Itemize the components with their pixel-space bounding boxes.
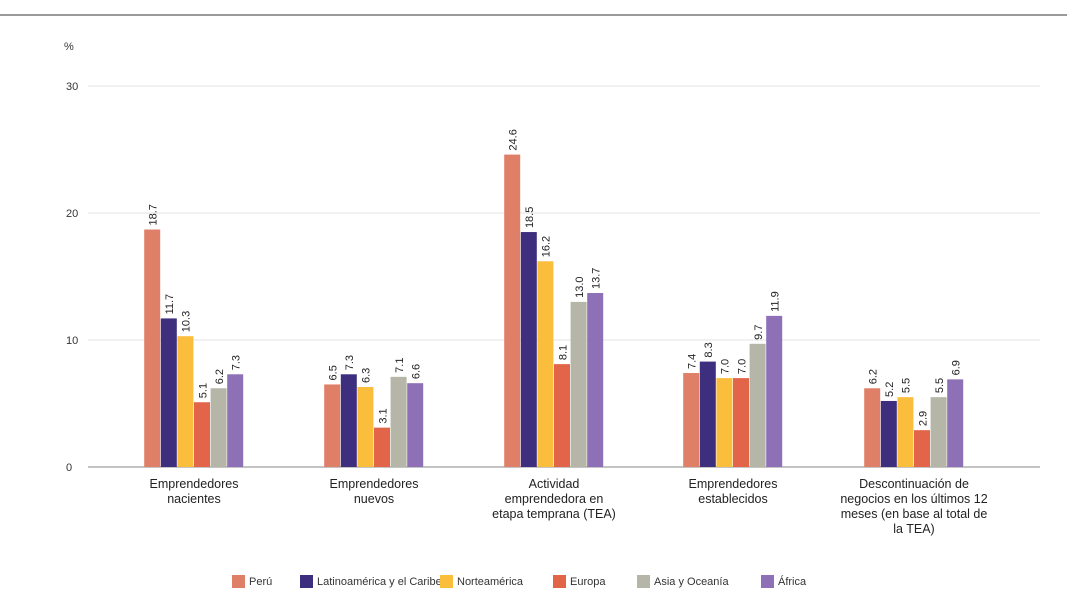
legend-label: África: [778, 575, 807, 588]
x-category-label-line: Emprendedores: [150, 477, 239, 491]
data-label: 11.7: [164, 294, 176, 315]
data-label: 9.7: [753, 325, 765, 340]
data-label: 18.7: [148, 204, 160, 225]
bar: [947, 379, 964, 467]
data-label: 24.6: [508, 129, 520, 150]
y-tick-label: 0: [66, 462, 72, 474]
x-category-label-line: Emprendedores: [689, 477, 778, 491]
data-label: 6.6: [411, 364, 423, 379]
bar: [324, 384, 341, 467]
y-unit-label: %: [64, 41, 74, 53]
bar: [914, 430, 930, 467]
x-category-label: Descontinuación de negocios en los último…: [840, 477, 987, 536]
bar: [587, 293, 604, 467]
bar: [570, 301, 587, 467]
bar: [194, 402, 210, 467]
x-category-label-line: Emprendedores: [330, 477, 419, 491]
data-label: 7.4: [687, 354, 699, 369]
data-label: 7.1: [394, 358, 406, 373]
bar: [897, 397, 914, 467]
x-category-label-line: etapa temprana (TEA): [492, 507, 616, 521]
legend-swatch: [553, 575, 566, 588]
bar: [716, 378, 733, 467]
bar: [357, 386, 374, 467]
x-category-label-line: negocios en los últimos 12: [840, 492, 987, 506]
data-label: 5.2: [884, 382, 896, 397]
bar: [733, 378, 749, 467]
bar: [864, 388, 881, 467]
legend-swatch: [440, 575, 453, 588]
data-label: 5.1: [197, 383, 209, 398]
x-category-label: Emprendedores nacientes: [150, 477, 239, 506]
data-label: 5.5: [934, 378, 946, 393]
bar: [390, 376, 407, 467]
bar: [407, 383, 424, 467]
legend-label: Europa: [570, 576, 606, 588]
bar: [160, 318, 177, 467]
data-label: 5.5: [901, 378, 913, 393]
bar: [880, 400, 897, 467]
x-category-label-line: Descontinuación de: [859, 477, 969, 491]
data-label: 6.2: [214, 369, 226, 384]
data-label: 16.2: [541, 236, 553, 257]
legend-swatch: [232, 575, 245, 588]
bar: [504, 154, 521, 467]
bar: [683, 373, 700, 467]
y-tick-label: 20: [66, 208, 78, 220]
x-category-label-line: emprendedora en: [505, 492, 604, 506]
legend-swatch: [761, 575, 774, 588]
legend-label: Latinoamérica y el Caribe: [317, 576, 442, 588]
data-label: 13.0: [574, 276, 586, 297]
x-category-label: Emprendedores nuevos: [330, 477, 419, 506]
data-label: 7.0: [736, 359, 748, 374]
data-label: 18.5: [524, 207, 536, 228]
data-label: 7.0: [720, 359, 732, 374]
legend-label: Perú: [249, 576, 272, 588]
data-label: 3.1: [377, 408, 389, 423]
data-label: 6.9: [951, 360, 963, 375]
data-label: 6.2: [868, 369, 880, 384]
bar: [537, 261, 554, 467]
legend-swatch: [300, 575, 313, 588]
legend-swatch: [637, 575, 650, 588]
bar: [749, 343, 766, 467]
data-label: 6.5: [328, 365, 340, 380]
legend-label: Asia y Oceanía: [654, 576, 729, 588]
data-label: 7.3: [344, 355, 356, 370]
x-category-label: Actividad emprendedora en etapa temprana (…: [492, 477, 616, 521]
x-category-label: Emprendedores establecidos: [689, 477, 778, 506]
bar: [520, 232, 537, 467]
bar: [554, 364, 570, 467]
bar: [177, 336, 194, 467]
data-label: 11.9: [770, 291, 782, 312]
x-category-label-line: nacientes: [167, 492, 221, 506]
x-category-label-line: nuevos: [354, 492, 394, 506]
legend-label: Norteamérica: [457, 576, 524, 588]
top-rule: [0, 14, 1067, 16]
x-category-label-line: meses (en base al total de: [841, 507, 988, 521]
bar: [144, 229, 161, 467]
bar: [374, 427, 390, 467]
x-category-label-line: establecidos: [698, 492, 768, 506]
data-label: 7.3: [231, 355, 243, 370]
data-label: 2.9: [917, 411, 929, 426]
data-label: 8.1: [557, 345, 569, 360]
y-tick-label: 10: [66, 335, 78, 347]
x-category-label-line: la TEA): [893, 522, 934, 536]
data-label: 8.3: [703, 342, 715, 357]
x-category-label-line: Actividad: [529, 477, 580, 491]
data-label: 13.7: [591, 268, 603, 289]
bar: [210, 388, 227, 467]
y-tick-label: 30: [66, 81, 78, 93]
bar: [340, 374, 357, 467]
bar: [699, 361, 716, 467]
data-label: 10.3: [181, 311, 193, 332]
bar: [227, 374, 244, 467]
bar: [930, 397, 947, 467]
data-label: 6.3: [361, 368, 373, 383]
bar: [766, 315, 783, 467]
